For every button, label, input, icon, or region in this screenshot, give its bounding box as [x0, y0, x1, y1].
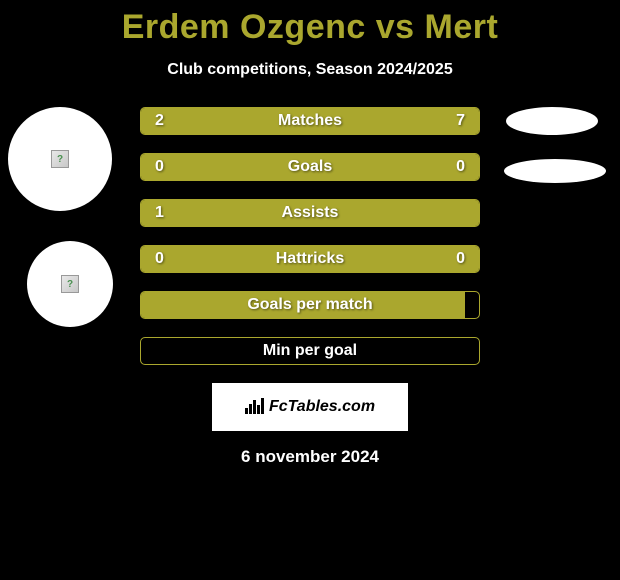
- stat-row-hattricks: 0 Hattricks 0: [140, 245, 480, 273]
- stat-right-value: 0: [456, 158, 465, 176]
- stat-row-goals-per-match: Goals per match: [140, 291, 480, 319]
- brand-text: FcTables.com: [269, 398, 375, 416]
- stat-right-value: 0: [456, 250, 465, 268]
- club-1-badge: [506, 107, 598, 135]
- stat-right-value: 7: [456, 112, 465, 130]
- brand-badge: FcTables.com: [212, 383, 408, 431]
- stat-label: Assists: [141, 204, 479, 222]
- content-area: ? ? 2 Matches 7 0 Goals 0 1 Assists: [0, 107, 620, 467]
- stat-row-matches: 2 Matches 7: [140, 107, 480, 135]
- comparison-subtitle: Club competitions, Season 2024/2025: [0, 61, 620, 79]
- placeholder-icon: ?: [51, 150, 69, 168]
- comparison-card: Erdem Ozgenc vs Mert Club competitions, …: [0, 0, 620, 467]
- chart-icon: [245, 396, 265, 419]
- date-label: 6 november 2024: [10, 447, 610, 467]
- stat-row-goals: 0 Goals 0: [140, 153, 480, 181]
- stats-list: 2 Matches 7 0 Goals 0 1 Assists 0 Hattri…: [140, 107, 480, 365]
- player-1-avatar: ?: [8, 107, 112, 211]
- club-2-badge: [504, 159, 606, 183]
- stat-label: Min per goal: [141, 342, 479, 360]
- comparison-title: Erdem Ozgenc vs Mert: [0, 8, 620, 47]
- stat-row-assists: 1 Assists: [140, 199, 480, 227]
- player-2-avatar: ?: [27, 241, 113, 327]
- placeholder-icon: ?: [61, 275, 79, 293]
- stat-label: Goals per match: [141, 296, 479, 314]
- stat-label: Goals: [141, 158, 479, 176]
- stat-label: Hattricks: [141, 250, 479, 268]
- stat-label: Matches: [141, 112, 479, 130]
- stat-row-min-per-goal: Min per goal: [140, 337, 480, 365]
